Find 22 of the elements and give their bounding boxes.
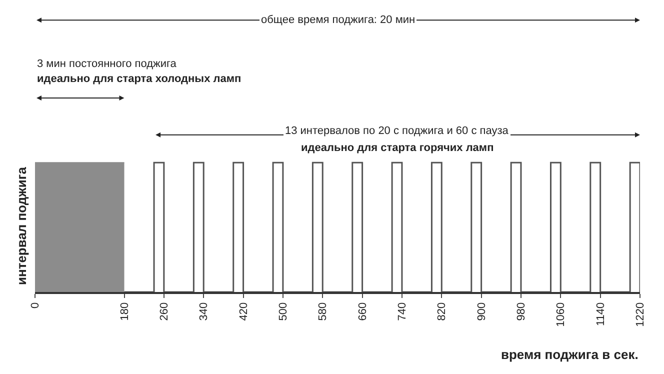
text: идеально для старта горячих ламп (301, 142, 494, 154)
text: идеально для старта холодных ламп (37, 73, 242, 85)
x-tick-label: 340 (198, 302, 210, 321)
x-tick-label: 980 (516, 302, 528, 321)
x-tick-label: 1220 (634, 302, 647, 327)
x-tick-label: 740 (396, 302, 409, 321)
x-tick-label: 660 (356, 302, 369, 321)
text: 13 интервалов по 20 с поджига и 60 с пауза (285, 125, 510, 137)
x-tick-label: 420 (238, 302, 250, 321)
x-tick-label: 260 (158, 302, 171, 321)
x-tick-label: 1060 (555, 302, 568, 327)
text: общее время поджига: 20 мин (261, 14, 416, 26)
x-tick-label: 580 (317, 302, 330, 321)
y-axis-title: интервал поджига (14, 166, 29, 286)
x-tick-label: 500 (278, 302, 290, 321)
x-tick-label: 900 (476, 302, 488, 321)
x-tick-label: 1140 (594, 302, 607, 326)
x-tick-label: 820 (436, 302, 448, 321)
text: 3 мин постоянного поджига (37, 58, 178, 70)
x-axis-title: время поджига в сек. (501, 347, 638, 362)
x-tick-label: 180 (118, 302, 131, 321)
x-tick-label: 0 (30, 302, 42, 309)
